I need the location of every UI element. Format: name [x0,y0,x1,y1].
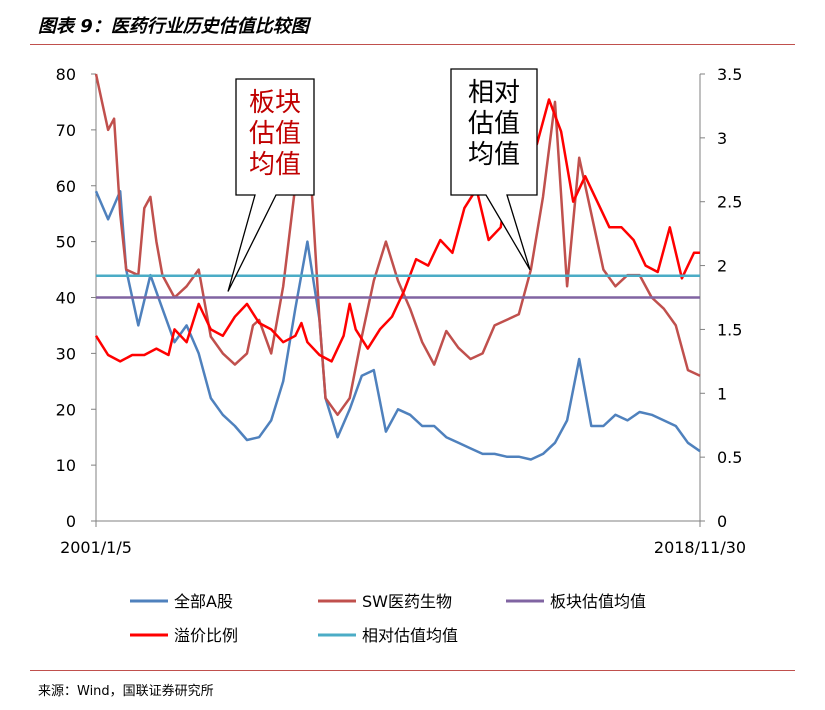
callout-text-line: 均值 [249,150,301,180]
left-tick-label: 20 [56,400,76,419]
legend-label-0: 全部A股 [174,592,233,611]
right-tick-label: 2.5 [717,193,742,212]
right-tick-label: 0 [717,512,727,531]
left-tick-label: 0 [66,512,76,531]
right-tick-label: 2 [717,257,727,276]
source-note: 来源：Wind，国联证券研究所 [38,684,214,699]
left-tick-label: 40 [56,289,76,308]
callout-text-line: 均值 [468,140,520,170]
legend-label-4: 相对估值均值 [362,626,458,645]
legend-label-1: SW医药生物 [362,592,452,611]
x-end-label: 2018/11/30 [654,538,746,557]
right-tick-label: 3.5 [717,65,742,84]
series-line-3 [94,98,700,363]
chart: 0 10 20 30 40 50 60 70 80 0 0.5 1 1.5 2 2.5 3 3.5 2001/1/… [56,65,746,645]
right-tick-label: 0.5 [717,448,742,467]
legend-label-2: 板块估值均值 [550,592,646,611]
left-tick-label: 60 [56,177,76,196]
figure-title: 图表 9：医药行业历史估值比较图 [38,16,309,37]
legend-label-3: 溢价比例 [174,626,238,645]
series-line-1 [94,73,701,417]
chart-series [94,73,701,461]
series-line-0 [94,190,701,461]
callout-box-0 [227,78,315,292]
x-start-label: 2001/1/5 [60,538,132,557]
left-tick-label: 80 [56,65,76,84]
right-tick-label: 1 [717,384,727,403]
callout-text-line: 估值 [468,109,520,139]
source-rule [30,670,795,671]
callout-box-1 [450,68,538,271]
left-tick-label: 10 [56,456,76,475]
callout-text-line: 相对 [468,78,520,108]
left-tick-label: 50 [56,233,76,252]
right-tick-label: 1.5 [717,320,742,339]
title-rule [30,44,795,45]
callout-text-line: 估值 [249,119,301,149]
chart-axes: 0 10 20 30 40 50 60 70 80 0 0.5 1 1.5 2 2.5 3 3.5 2001/1/… [56,65,746,557]
left-tick-label: 70 [56,121,76,140]
callout-text-line: 板块 [249,88,301,118]
right-tick-label: 3 [717,129,727,148]
left-tick-label: 30 [56,344,76,363]
